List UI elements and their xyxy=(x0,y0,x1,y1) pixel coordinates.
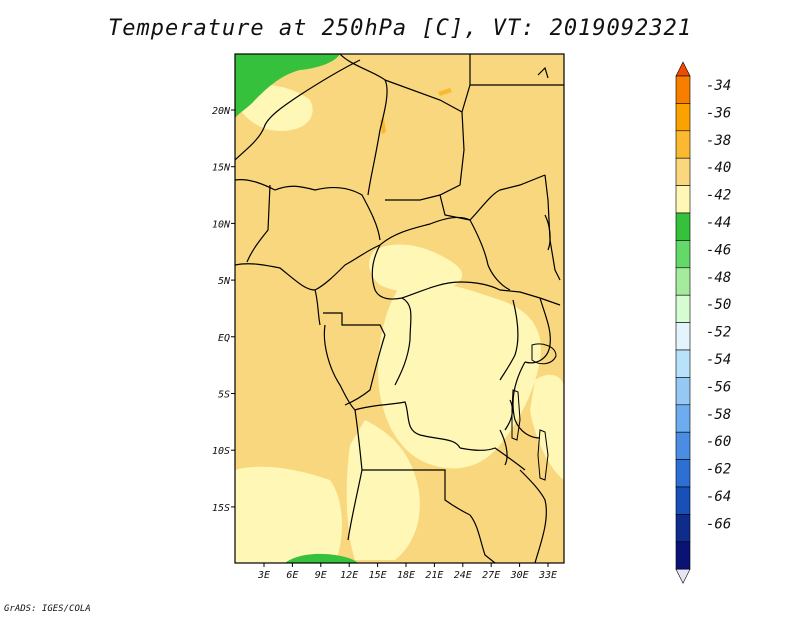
lake-tanganyika xyxy=(511,389,521,441)
lon-label: 6E xyxy=(286,570,298,581)
lat-label: 5S xyxy=(218,390,230,401)
colorbar-cell xyxy=(675,514,691,543)
lake-malawi xyxy=(537,429,549,481)
colorbar-label: -56 xyxy=(706,379,731,395)
colorbar-cell xyxy=(675,130,691,159)
lon-label: 33E xyxy=(538,570,557,581)
colorbar-label: -46 xyxy=(706,242,731,258)
lat-label: EQ xyxy=(218,333,230,344)
cool-region-southwest xyxy=(235,466,342,563)
lake-victoria xyxy=(531,343,557,365)
colorbar-label: -50 xyxy=(706,297,731,313)
colorbar-labels: -34 -36 -38 -40 -42 -44 -46 -48 -50 -52 … xyxy=(706,78,731,532)
colorbar-label: -38 xyxy=(706,133,731,149)
colorbar-cell xyxy=(675,212,691,241)
warm-streak-2 xyxy=(438,88,452,96)
lon-label: 24E xyxy=(454,570,472,581)
green-region-northwest xyxy=(235,54,340,118)
map-frame xyxy=(234,53,565,564)
colorbar-cell xyxy=(675,404,691,433)
colorbar-cell xyxy=(675,377,691,406)
lon-label: 30E xyxy=(510,570,529,581)
longitude-ticks xyxy=(263,563,549,567)
colorbar-label: -42 xyxy=(706,188,731,204)
lat-label: 15S xyxy=(212,503,230,514)
colorbar-label: -58 xyxy=(706,407,731,423)
colorbar-cell xyxy=(675,294,691,323)
green-region-south xyxy=(285,553,358,563)
cool-region-south xyxy=(346,420,420,560)
colorbar-cells xyxy=(675,61,691,584)
colorbar-cell xyxy=(675,486,691,515)
cool-region-east xyxy=(530,374,564,480)
colorbar-cell xyxy=(675,185,691,214)
colorbar-cell xyxy=(675,75,691,104)
colorbar-label: -36 xyxy=(706,105,731,121)
colorbar-label: -48 xyxy=(706,270,731,286)
colorbar-cell xyxy=(675,157,691,186)
lat-label: 20N xyxy=(212,106,231,117)
colorbar-cell xyxy=(675,322,691,351)
colorbar-label: -62 xyxy=(706,462,731,478)
map-title: Temperature at 250hPa [C], VT: 201909232… xyxy=(107,16,693,41)
colorbar-label: -64 xyxy=(706,489,731,505)
lon-label: 21E xyxy=(425,570,443,581)
lat-label: 10N xyxy=(212,219,231,230)
lon-label: 18E xyxy=(397,570,415,581)
colorbar-label: -54 xyxy=(706,352,731,368)
colorbar-cell xyxy=(675,541,691,570)
colorbar-label: -44 xyxy=(706,215,731,231)
longitude-labels: 3E 6E 9E 12E 15E 18E 21E 24E 27E 30E 33E xyxy=(257,570,557,581)
lon-label: 3E xyxy=(257,570,270,581)
latitude-ticks xyxy=(231,109,235,508)
colorbar-cell xyxy=(675,240,691,269)
colorbar-label: -40 xyxy=(706,160,731,176)
colorbar-cell xyxy=(675,267,691,296)
lat-label: 5N xyxy=(218,276,231,287)
grads-footer: GrADS: IGES/COLA xyxy=(4,604,91,614)
colorbar-cell xyxy=(675,349,691,378)
colorbar-label: -52 xyxy=(706,325,731,341)
colorbar-label: -66 xyxy=(706,516,731,532)
colorbar-bottom-arrow xyxy=(675,568,691,584)
cool-region-north xyxy=(368,244,463,293)
colorbar-label: -34 xyxy=(706,78,731,94)
colorbar-top-arrow xyxy=(675,61,691,77)
lat-label: 15N xyxy=(212,163,231,174)
colorbar: -34 -36 -38 -40 -42 -44 -46 -48 -50 -52 … xyxy=(675,61,731,584)
latitude-labels: 20N 15N 10N 5N EQ 5S 10S 15S xyxy=(212,106,231,514)
cool-region-central xyxy=(378,281,541,469)
lon-label: 9E xyxy=(315,570,327,581)
colorbar-cell xyxy=(675,431,691,460)
lon-label: 12E xyxy=(340,570,358,581)
coastlines-borders xyxy=(234,53,564,564)
colorbar-cell xyxy=(675,459,691,488)
lon-label: 27E xyxy=(482,570,500,581)
lat-label: 10S xyxy=(212,446,230,457)
colorbar-cell xyxy=(675,103,691,132)
lon-label: 15E xyxy=(369,570,387,581)
colorbar-label: -60 xyxy=(706,434,731,450)
